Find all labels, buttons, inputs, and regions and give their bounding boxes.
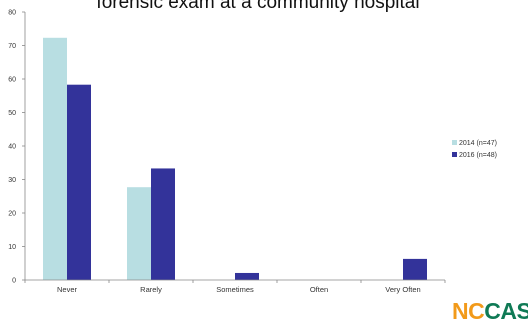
bar-sometimes-series-1	[235, 272, 259, 280]
legend-label: 2016 (n=48)	[459, 152, 497, 159]
logo-nc-text: NC	[452, 298, 485, 324]
x-category-label: Rarely	[140, 285, 162, 294]
y-tick-label: 0	[12, 278, 16, 285]
y-tick-label: 70	[8, 43, 16, 50]
y-tick-label: 80	[8, 10, 16, 17]
bar-never-series-0	[43, 37, 67, 280]
logo-casa-text: CASA	[484, 298, 528, 324]
legend-swatch	[452, 140, 457, 145]
x-category-label: Never	[57, 285, 78, 294]
legend: 2014 (n=47) 2016 (n=48)	[452, 140, 497, 159]
bar-very-often-series-1	[403, 258, 427, 280]
y-axis: 0 10 20 30 40 50 60 70 80	[8, 10, 26, 285]
y-tick-label: 50	[8, 110, 16, 117]
x-category-label: Sometimes	[216, 285, 254, 294]
legend-swatch	[452, 152, 457, 157]
bar-rarely-series-0	[127, 187, 151, 280]
y-tick-label: 10	[8, 244, 16, 251]
x-category-label: Very Often	[385, 285, 420, 294]
y-tick-label: 60	[8, 77, 16, 84]
chart-title: forensic exam at a community hospital	[96, 0, 419, 13]
y-tick-label: 40	[8, 144, 16, 151]
bar-rarely-series-1	[151, 168, 175, 280]
bar-never-series-1	[67, 84, 91, 280]
y-tick-label: 30	[8, 177, 16, 184]
bars	[43, 37, 427, 280]
ncasa-logo: NCCASA	[452, 296, 528, 326]
legend-label: 2014 (n=47)	[459, 140, 497, 147]
y-tick-label: 20	[8, 211, 16, 218]
x-axis: Never Rarely Sometimes Often Very Often	[24, 279, 446, 294]
x-category-label: Often	[310, 285, 328, 294]
